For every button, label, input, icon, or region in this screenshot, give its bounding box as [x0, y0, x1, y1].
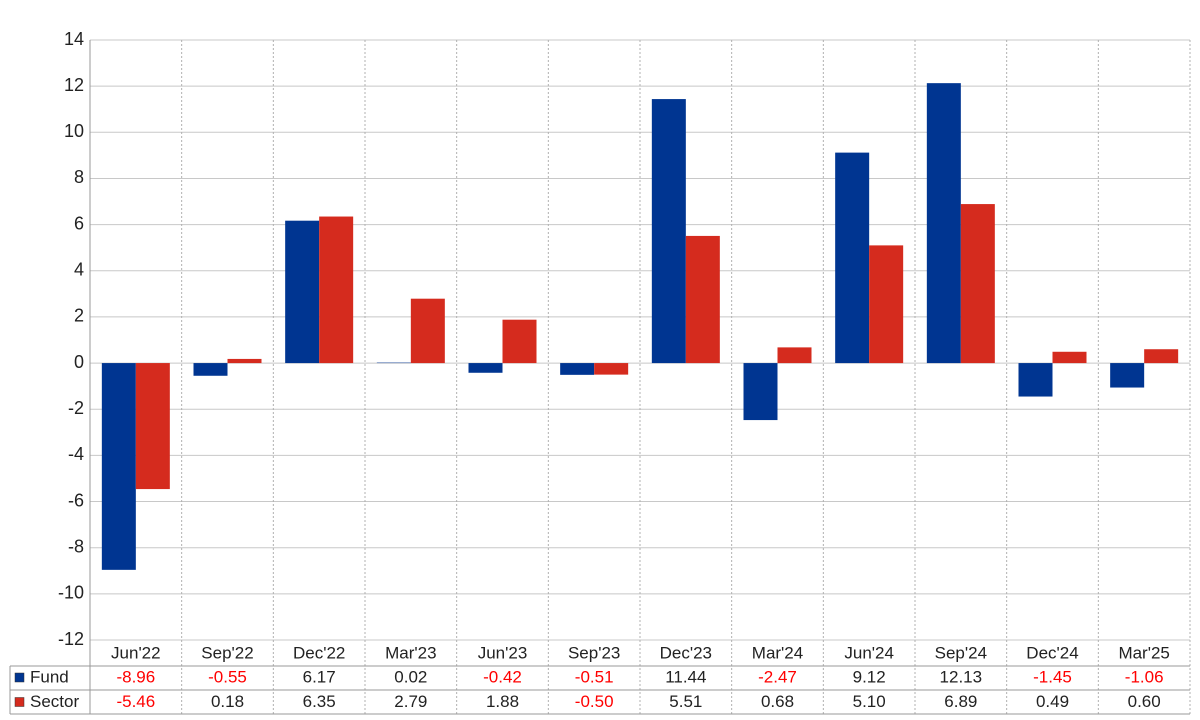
bar: [835, 152, 870, 364]
x-tick-label: Dec'23: [660, 643, 712, 662]
bar: [468, 363, 503, 373]
x-tick-label: Sep'23: [568, 643, 620, 662]
y-tick-label: -6: [68, 490, 84, 510]
value-label: 12.13: [940, 667, 983, 686]
bar: [135, 363, 170, 490]
y-tick-label: 10: [64, 121, 84, 141]
y-tick-label: -8: [68, 536, 84, 556]
bar: [1110, 363, 1145, 388]
legend-label: Sector: [30, 692, 79, 711]
value-label: -2.47: [758, 667, 797, 686]
value-label: 11.44: [665, 667, 706, 686]
y-tick-label: -4: [68, 444, 84, 464]
value-label: 5.10: [853, 692, 886, 711]
x-tick-label: Dec'22: [293, 643, 345, 662]
value-label: -0.50: [575, 692, 614, 711]
value-label: 1.88: [486, 692, 519, 711]
value-label: 0.02: [394, 667, 427, 686]
x-tick-label: Sep'22: [201, 643, 253, 662]
value-label: -0.51: [575, 667, 614, 686]
bar: [743, 363, 778, 421]
x-tick-label: Mar'23: [385, 643, 436, 662]
value-label: 0.60: [1128, 692, 1161, 711]
y-tick-label: 0: [74, 352, 84, 372]
bar: [869, 245, 904, 364]
bar: [319, 216, 354, 364]
y-tick-label: -2: [68, 398, 84, 418]
value-label: 9.12: [853, 667, 886, 686]
y-tick-label: 14: [64, 29, 84, 49]
bar: [651, 99, 686, 364]
bar: [926, 83, 961, 364]
value-label: 6.17: [303, 667, 336, 686]
value-label: 6.35: [303, 692, 336, 711]
y-tick-label: 8: [74, 167, 84, 187]
x-tick-label: Mar'25: [1118, 643, 1169, 662]
bar: [101, 363, 136, 570]
value-label: 5.51: [669, 692, 702, 711]
bar: [410, 298, 445, 364]
value-label: -0.55: [208, 667, 247, 686]
bar: [1018, 363, 1053, 397]
value-label: -1.06: [1125, 667, 1164, 686]
x-tick-label: Dec'24: [1026, 643, 1078, 662]
bar: [1144, 349, 1179, 364]
bar: [227, 358, 262, 364]
legend-marker: [14, 697, 25, 707]
value-label: -1.45: [1033, 667, 1072, 686]
bar: [594, 363, 629, 375]
bar: [502, 319, 537, 364]
y-tick-label: 6: [74, 213, 84, 233]
y-tick-label: -12: [58, 629, 84, 649]
bar: [777, 347, 812, 364]
x-tick-label: Jun'22: [111, 643, 161, 662]
y-tick-label: 2: [74, 306, 84, 326]
y-tick-label: 12: [64, 75, 84, 95]
value-label: 0.18: [211, 692, 244, 711]
value-label: -5.46: [116, 692, 155, 711]
bar: [560, 363, 595, 375]
legend-marker: [14, 672, 25, 683]
value-label: 6.89: [944, 692, 977, 711]
y-tick-label: -10: [58, 583, 84, 603]
x-tick-label: Sep'24: [935, 643, 987, 662]
x-tick-label: Jun'24: [844, 643, 894, 662]
value-label: 0.68: [761, 692, 794, 711]
bar: [285, 220, 320, 364]
legend-label: Fund: [30, 667, 69, 686]
x-tick-label: Mar'24: [752, 643, 803, 662]
bar: [960, 204, 995, 364]
y-tick-label: 4: [74, 260, 84, 280]
value-label: -0.42: [483, 667, 522, 686]
bar: [193, 363, 228, 376]
x-tick-label: Jun'23: [478, 643, 528, 662]
value-label: 0.49: [1036, 692, 1069, 711]
value-label: 2.79: [394, 692, 427, 711]
value-label: -8.96: [116, 667, 155, 686]
bar: [1052, 351, 1087, 364]
bar: [685, 235, 720, 364]
